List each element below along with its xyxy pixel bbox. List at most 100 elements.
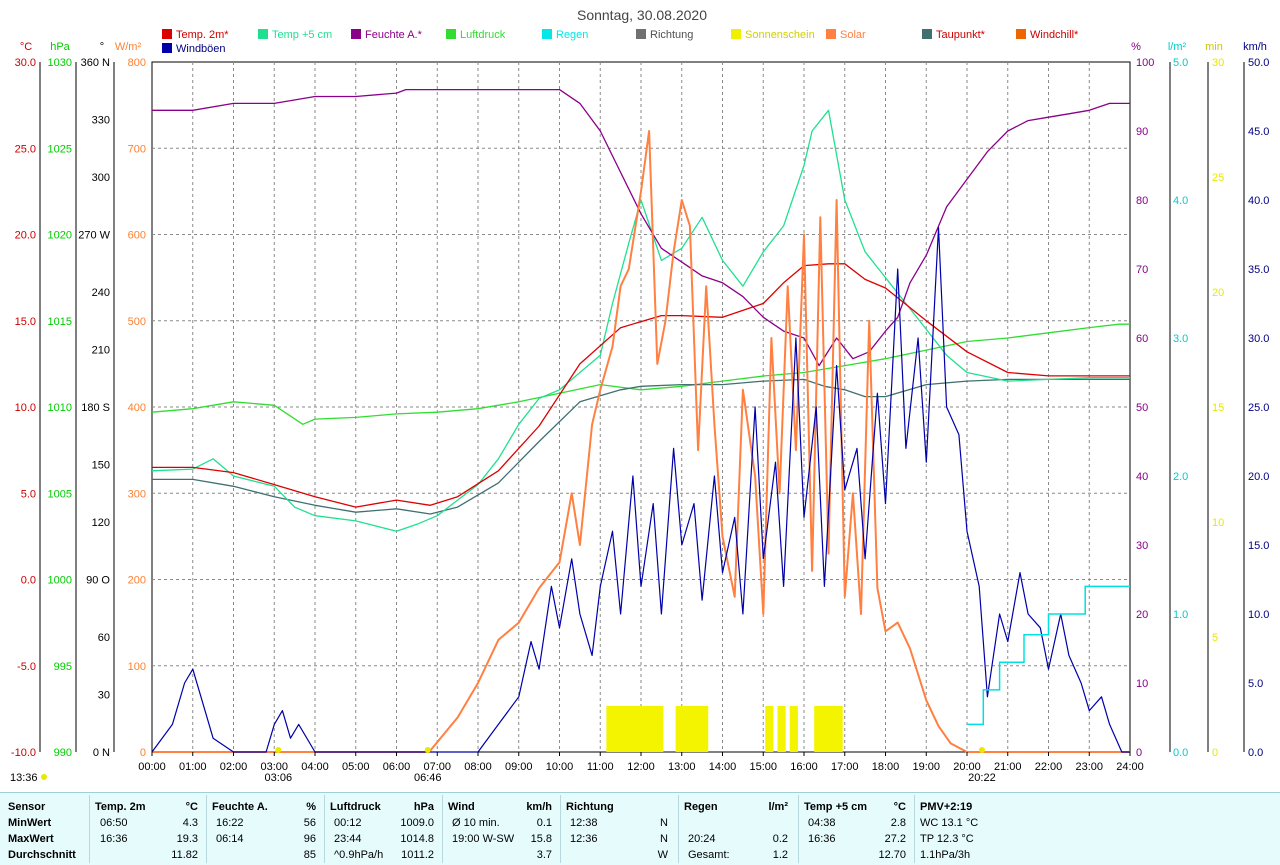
direction-tick: 240 [92,287,110,299]
summary-cell-value: 56 [303,817,316,829]
direction-tick: 150 [92,460,110,472]
temp-tick: 10.0 [15,402,36,414]
solar-tick: 400 [128,402,146,414]
x-tick: 20:00 [953,761,981,773]
summary-cell-value: 1.2 [772,849,788,861]
summary-divider [560,795,561,863]
summary-col-unit: km/h [526,801,552,813]
temp-tick: -10.0 [11,747,36,759]
x-tick: 17:00 [831,761,859,773]
direction-tick: 30 [98,690,110,702]
pressure-tick: 1010 [48,402,72,414]
summary-cell-time: 20:24 [688,833,716,845]
summary-cell-time: 16:22 [216,817,244,829]
legend: Temp. 2m* Temp +5 cm Feuchte A.* Luftdruck R… [162,29,1079,55]
x-tick: 01:00 [179,761,207,773]
sunset-marker: 20:22 [968,772,996,784]
rain-tick: 4.0 [1173,195,1188,207]
summary-cell-value: 3.7 [536,849,552,861]
summary-col-unit: % [306,801,316,813]
series-windb-en [151,227,1130,753]
temp-tick: 5.0 [21,488,36,500]
sunset-marker-icon [978,747,985,753]
temp-tick: 20.0 [15,230,36,242]
sunshine-tick: 15 [1212,402,1224,414]
legend-swatch [542,29,552,39]
summary-cell-value: N [660,833,668,845]
legend-swatch [826,29,836,39]
summary-cell-value: 2.8 [890,817,906,829]
x-tick: 03:00 [260,761,288,773]
summary-cell-time: 06:14 [216,833,244,845]
legend-label: Feuchte A.* [365,29,423,41]
legend-label: Sonnenschein [745,29,815,41]
pressure-tick: 1020 [48,230,72,242]
summary-divider [89,795,90,863]
direction-tick: 120 [92,517,110,529]
solar-tick: 200 [128,575,146,587]
wind-tick: 30.0 [1248,333,1269,345]
x-tick: 24:00 [1116,761,1144,773]
solar-tick: 0 [140,747,146,759]
solar-tick: 500 [128,316,146,328]
humidity-tick: 60 [1136,333,1148,345]
legend-label: Temp. 2m* [176,29,229,41]
x-tick: 04:00 [301,761,329,773]
x-axis: 00:00 01:00 02:00 03:00 04:00 05:00 06:00 07:00… [138,752,1144,773]
summary-col-title: Regen [684,801,718,813]
x-tick: 15:00 [749,761,777,773]
humidity-tick: 10 [1136,678,1148,690]
sunshine-unit: min [1205,41,1223,53]
rain-tick: 0.0 [1173,747,1188,759]
wind-tick: 5.0 [1248,678,1263,690]
sunshine-block [814,706,843,752]
summary-col-title: Wind [448,801,475,813]
legend-label: Windchill* [1030,29,1079,41]
solar-tick: 100 [128,661,146,673]
wind-tick: 25.0 [1248,402,1269,414]
summary-divider [798,795,799,863]
series-feuchte-a- [152,88,1130,367]
humidity-unit: % [1131,41,1141,53]
summary-cell-time: 04:38 [808,817,836,829]
summary-col-title: Richtung [566,801,614,813]
pressure-tick: 1025 [48,143,72,155]
summary-cell: 1.1hPa/3h [920,849,971,861]
x-tick: 19:00 [912,761,940,773]
humidity-tick: 40 [1136,471,1148,483]
direction-tick: 0 N [93,747,110,759]
summary-cell-value: W [657,849,668,861]
weather-chart: Sonntag, 30.08.2020 Temp. 2m* Temp +5 cm F… [10,7,1269,784]
x-tick: 18:00 [872,761,900,773]
humidity-tick: 70 [1136,264,1148,276]
humidity-tick: 90 [1136,126,1148,138]
moonrise-marker-icon [275,747,282,753]
summary-col-unit: hPa [413,801,434,813]
rain-tick: 2.0 [1173,471,1188,483]
rain-tick: 5.0 [1173,57,1188,69]
series-regen [967,585,1130,726]
wind-tick: 40.0 [1248,195,1269,207]
summary-cell: WC 13.1 °C [920,817,979,829]
chart-grid [151,61,1131,753]
legend-swatch [1016,29,1026,39]
summary-cell-time: 12:36 [570,833,598,845]
summary-col-title: Luftdruck [330,801,381,813]
solar-tick: 800 [128,57,146,69]
temp-tick: 25.0 [15,143,36,155]
summary-cell-value: 27.2 [884,833,906,845]
legend-swatch [731,29,741,39]
x-tick: 09:00 [505,761,533,773]
axis-units: °C hPa ° W/m²% l/m² min km/h [20,41,1267,53]
sunshine-block [606,706,664,752]
legend-swatch [922,29,932,39]
summary-cell-value: 12.70 [878,849,906,861]
pressure-tick: 1030 [48,57,72,69]
series-temp-2m- [152,263,1130,508]
temp-tick: 0.0 [21,575,36,587]
pressure-tick: 1005 [48,488,72,500]
humidity-tick: 80 [1136,195,1148,207]
direction-tick: 210 [92,345,110,357]
summary-cell-time: ^0.9hPa/h [334,849,384,861]
pressure-tick: 995 [54,661,72,673]
